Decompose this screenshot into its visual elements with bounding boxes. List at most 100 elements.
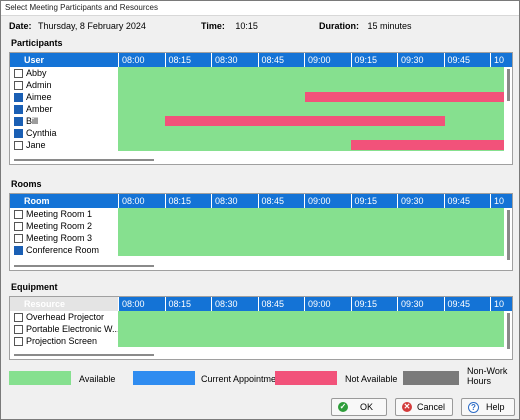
time-slot-header: 08:00 — [118, 297, 164, 311]
time-slot-header: 08:15 — [164, 53, 211, 67]
schedule-row[interactable]: Projection Screen — [10, 335, 512, 347]
rooms-label: Rooms — [11, 179, 42, 189]
availability-bar[interactable] — [118, 67, 504, 79]
time-slot-header: 09:15 — [350, 194, 397, 208]
equipment-column-header[interactable]: Resource — [10, 297, 118, 311]
cancel-button[interactable]: ✕ Cancel — [395, 398, 453, 416]
schedule-row[interactable]: Abby — [10, 67, 512, 79]
time-slot-header: 08:45 — [257, 297, 304, 311]
row-checkbox[interactable] — [14, 93, 23, 102]
time-value: 10:15 — [235, 21, 258, 31]
availability-bar[interactable] — [118, 208, 504, 220]
not-available-block — [165, 116, 445, 126]
close-icon: ✕ — [402, 402, 412, 412]
legend-non-work-swatch — [403, 371, 459, 385]
help-button[interactable]: ? Help — [461, 398, 515, 416]
vertical-scrollbar[interactable] — [507, 69, 510, 101]
schedule-row[interactable]: Meeting Room 2 — [10, 220, 512, 232]
title-bar: Select Meeting Participants and Resource… — [1, 1, 519, 16]
row-checkbox[interactable] — [14, 246, 23, 255]
row-checkbox[interactable] — [14, 234, 23, 243]
availability-bar[interactable] — [118, 220, 504, 232]
row-label: Meeting Room 3 — [26, 233, 93, 243]
participants-header: User 08:00 08:15 08:30 08:45 09:00 09:15 09:30… — [10, 53, 512, 67]
equipment-header: Resource 08:00 08:15 08:30 08:45 09:00 09:15 0… — [10, 297, 512, 311]
participants-label: Participants — [11, 38, 63, 48]
row-name-cell: Meeting Room 3 — [10, 232, 118, 244]
row-checkbox[interactable] — [14, 313, 23, 322]
availability-bar[interactable] — [118, 232, 504, 244]
schedule-row[interactable]: Cynthia — [10, 127, 512, 139]
rooms-header: Room 08:00 08:15 08:30 08:45 09:00 09:15 09:30… — [10, 194, 512, 208]
participants-column-header[interactable]: User — [24, 55, 45, 65]
availability-bar[interactable] — [118, 139, 504, 151]
availability-bar[interactable] — [118, 91, 504, 103]
availability-bar[interactable] — [118, 103, 504, 115]
duration-value: 15 minutes — [367, 21, 412, 31]
row-checkbox[interactable] — [14, 129, 23, 138]
row-checkbox[interactable] — [14, 222, 23, 231]
row-checkbox[interactable] — [14, 325, 23, 334]
availability-bar[interactable] — [118, 244, 504, 256]
participants-grid[interactable]: User 08:00 08:15 08:30 08:45 09:00 09:15 09:30… — [9, 52, 513, 165]
date-value: Thursday, 8 February 2024 — [38, 21, 146, 31]
row-checkbox[interactable] — [14, 105, 23, 114]
schedule-row[interactable]: Bill — [10, 115, 512, 127]
horizontal-scrollbar[interactable] — [14, 265, 154, 267]
time-slot-header: 09:30 — [397, 194, 443, 208]
row-checkbox[interactable] — [14, 81, 23, 90]
row-checkbox[interactable] — [14, 210, 23, 219]
row-checkbox[interactable] — [14, 117, 23, 126]
schedule-row[interactable]: Jane — [10, 139, 512, 151]
legend-available-swatch — [9, 371, 71, 385]
schedule-row[interactable]: Meeting Room 1 — [10, 208, 512, 220]
legend-not-available-label: Not Available — [345, 374, 398, 384]
row-label: Admin — [26, 80, 52, 90]
row-checkbox[interactable] — [14, 141, 23, 150]
row-label: Abby — [26, 68, 47, 78]
row-checkbox[interactable] — [14, 69, 23, 78]
vertical-scrollbar[interactable] — [507, 210, 510, 260]
row-name-cell: Conference Room — [10, 244, 118, 256]
time-slot-header: 09:30 — [397, 297, 443, 311]
duration-info: Duration: 15 minutes — [319, 21, 412, 31]
help-icon: ? — [468, 402, 479, 413]
row-name-cell: Projection Screen — [10, 335, 118, 347]
time-slot-header: 10 — [490, 53, 512, 67]
horizontal-scrollbar[interactable] — [14, 354, 154, 356]
row-label: Cynthia — [26, 128, 57, 138]
time-slot-header: 10 — [490, 194, 512, 208]
time-slot-header: 09:45 — [443, 53, 490, 67]
availability-bar[interactable] — [118, 127, 504, 139]
availability-bar[interactable] — [118, 335, 504, 347]
schedule-row[interactable]: Amber — [10, 103, 512, 115]
row-name-cell: Admin — [10, 79, 118, 91]
equipment-grid[interactable]: Resource 08:00 08:15 08:30 08:45 09:00 09:15 0… — [9, 296, 513, 360]
availability-bar[interactable] — [118, 323, 504, 335]
schedule-row[interactable]: Aimee — [10, 91, 512, 103]
schedule-row[interactable]: Admin — [10, 79, 512, 91]
availability-bar[interactable] — [118, 115, 504, 127]
time-slot-header: 08:15 — [164, 297, 211, 311]
row-name-cell: Abby — [10, 67, 118, 79]
row-checkbox[interactable] — [14, 337, 23, 346]
ok-button[interactable]: ✓ OK — [331, 398, 387, 416]
time-slot-header: 08:45 — [257, 53, 304, 67]
schedule-row[interactable]: Portable Electronic W... — [10, 323, 512, 335]
schedule-row[interactable]: Conference Room — [10, 244, 512, 256]
schedule-row[interactable]: Meeting Room 3 — [10, 232, 512, 244]
rooms-grid[interactable]: Room 08:00 08:15 08:30 08:45 09:00 09:15 09:30… — [9, 193, 513, 271]
schedule-row[interactable]: Overhead Projector — [10, 311, 512, 323]
legend-current-swatch — [133, 371, 195, 385]
row-name-cell: Aimee — [10, 91, 118, 103]
vertical-scrollbar[interactable] — [507, 313, 510, 349]
time-slot-header: 08:15 — [164, 194, 211, 208]
legend-current-label: Current Appointment — [201, 374, 284, 384]
rooms-column-header[interactable]: Room — [24, 196, 50, 206]
availability-bar[interactable] — [118, 79, 504, 91]
row-label: Bill — [26, 116, 39, 126]
horizontal-scrollbar[interactable] — [14, 159, 154, 161]
row-name-cell: Jane — [10, 139, 118, 151]
availability-bar[interactable] — [118, 311, 504, 323]
row-name-cell: Portable Electronic W... — [10, 323, 118, 335]
